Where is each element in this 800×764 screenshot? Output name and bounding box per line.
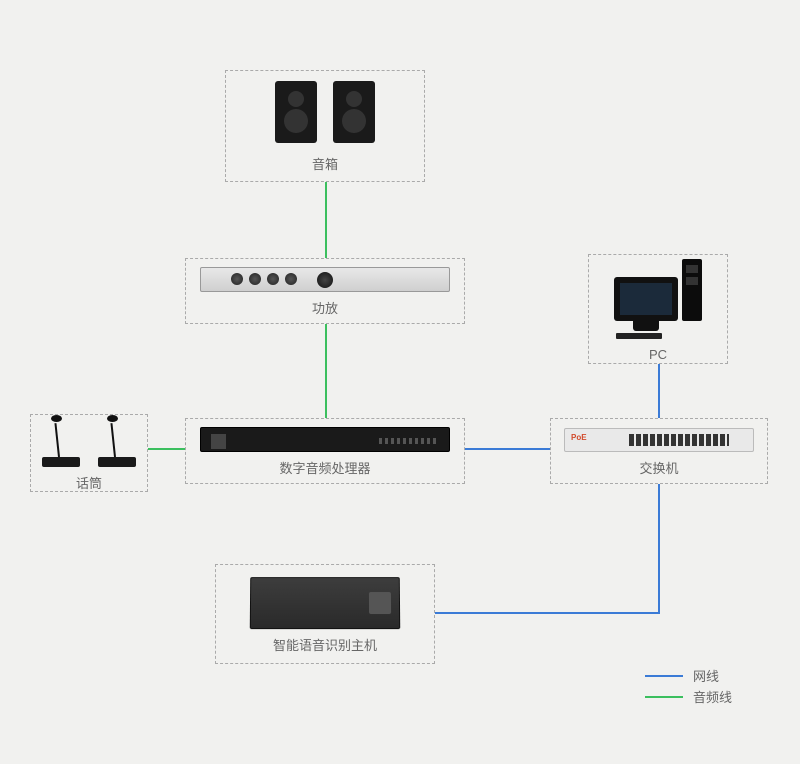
speaker-icon [333,81,375,143]
speaker-icon [275,81,317,143]
edge-line [148,448,185,450]
voice-host-icon [250,577,400,629]
node-speakers: 音箱 [225,70,425,182]
node-processor: 数字音频处理器 [185,418,465,484]
node-amplifier-label: 功放 [312,298,338,317]
edge-line [465,448,550,450]
microphone-icon [98,417,136,467]
legend-row: 音频线 [645,687,732,706]
node-voice-host: 智能语音识别主机 [215,564,435,664]
edge-line [325,324,327,418]
edge-line [435,612,659,614]
amplifier-icon [200,267,450,292]
microphone-icon [42,417,80,467]
legend-label: 网线 [693,666,719,685]
legend-label: 音频线 [693,687,732,706]
processor-icon [200,427,450,452]
legend-row: 网线 [645,666,732,685]
edge-line [658,364,660,418]
poe-label: PoE [571,433,587,442]
speaker-icons [269,81,381,148]
node-voice-host-label: 智能语音识别主机 [273,635,377,654]
node-switch: PoE 交换机 [550,418,768,484]
node-pc-label: PC [649,347,667,362]
edge-line [325,182,327,258]
node-amplifier: 功放 [185,258,465,324]
switch-icon: PoE [564,428,754,452]
node-microphone: 话筒 [30,414,148,492]
node-speakers-label: 音箱 [312,154,338,173]
microphone-icons [42,417,136,467]
edge-line [658,484,660,614]
legend-swatch [645,696,683,698]
pc-icon [614,259,702,341]
node-switch-label: 交换机 [639,458,678,477]
keyboard-icon [616,333,662,339]
node-microphone-label: 话筒 [76,473,102,492]
monitor-icon [614,277,678,321]
legend-swatch [645,675,683,677]
pc-tower-icon [682,259,702,321]
node-processor-label: 数字音频处理器 [279,458,370,477]
legend: 网线音频线 [645,666,732,708]
node-pc: PC [588,254,728,364]
